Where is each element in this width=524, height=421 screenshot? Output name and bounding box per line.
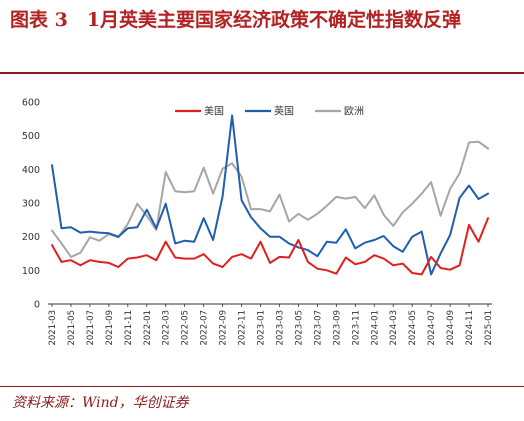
x-tick-label: 2023-03 bbox=[275, 310, 285, 346]
x-tick-label: 2023-11 bbox=[351, 310, 361, 346]
x-tick-label: 2024-11 bbox=[465, 310, 475, 346]
x-tick-label: 2022-07 bbox=[200, 310, 210, 346]
x-tick-label: 2022-11 bbox=[238, 310, 248, 346]
chart-axes: 0 100 200 300 400 500 600 2021-03 2021-05 2021-07… bbox=[22, 98, 494, 346]
y-tick-label: 600 bbox=[22, 98, 40, 109]
x-tick-label: 2022-05 bbox=[181, 310, 191, 346]
x-tick-label: 2021-05 bbox=[67, 310, 77, 346]
chart-legend: 美国 英国 欧洲 bbox=[175, 105, 364, 118]
x-tick-label: 2021-09 bbox=[105, 310, 115, 346]
title-divider bbox=[0, 72, 524, 74]
x-tick-label: 2024-09 bbox=[446, 310, 456, 346]
x-tick-label: 2021-11 bbox=[124, 310, 134, 346]
line-chart: 0 100 200 300 400 500 600 2021-03 2021-05 2021-07… bbox=[22, 98, 494, 346]
source-divider bbox=[0, 386, 524, 387]
x-tick-label: 2022-09 bbox=[219, 310, 229, 346]
y-tick-label: 300 bbox=[22, 199, 40, 210]
x-tick-label: 2024-01 bbox=[370, 310, 380, 346]
x-tick-label: 2024-07 bbox=[427, 310, 437, 346]
legend-label: 英国 bbox=[274, 105, 294, 118]
x-tick-label: 2023-01 bbox=[257, 310, 267, 346]
legend-label: 美国 bbox=[204, 105, 224, 118]
x-tick-label: 2022-01 bbox=[143, 310, 153, 346]
y-tick-label: 200 bbox=[22, 232, 40, 243]
y-tick-label: 100 bbox=[22, 266, 40, 277]
legend-label: 欧洲 bbox=[344, 106, 364, 118]
x-tick-label: 2021-07 bbox=[86, 310, 96, 346]
y-tick-label: 500 bbox=[22, 131, 40, 142]
series-line-1 bbox=[51, 114, 489, 276]
x-tick-label: 2021-03 bbox=[48, 310, 58, 346]
x-tick-label: 2023-07 bbox=[313, 310, 323, 346]
x-tick-label: 2025-01 bbox=[484, 310, 494, 346]
chart-series bbox=[51, 114, 489, 276]
x-tick-label: 2024-05 bbox=[408, 310, 418, 346]
x-tick-label: 2023-09 bbox=[332, 310, 342, 346]
series-line-2 bbox=[51, 140, 489, 258]
x-tick-label: 2022-03 bbox=[162, 310, 172, 346]
source-note: 资料来源：Wind，华创证券 bbox=[12, 395, 189, 411]
x-tick-label: 2023-05 bbox=[294, 310, 304, 346]
x-tick-label: 2024-03 bbox=[389, 310, 399, 346]
y-tick-label: 400 bbox=[22, 165, 40, 176]
series-line-0 bbox=[51, 217, 489, 276]
chart-title: 图表 3 1月英美主要国家经济政策不确定性指数反弹 bbox=[10, 9, 462, 31]
y-tick-label: 0 bbox=[34, 300, 40, 311]
